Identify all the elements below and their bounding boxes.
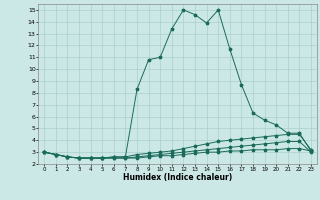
X-axis label: Humidex (Indice chaleur): Humidex (Indice chaleur)	[123, 173, 232, 182]
